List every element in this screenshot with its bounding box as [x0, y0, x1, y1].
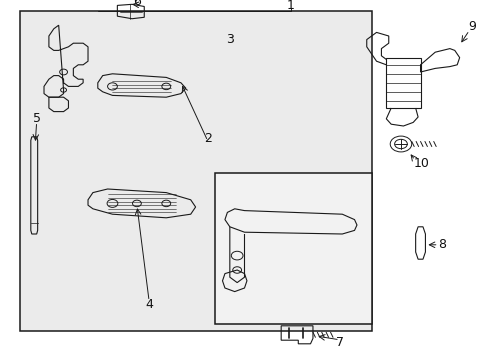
- Text: 1: 1: [286, 0, 294, 12]
- Text: 5: 5: [33, 112, 41, 125]
- Text: 2: 2: [203, 132, 211, 145]
- Text: 10: 10: [413, 157, 428, 170]
- Text: 4: 4: [145, 298, 153, 311]
- Text: 7: 7: [335, 336, 343, 349]
- Bar: [215, 173, 371, 324]
- Text: 6: 6: [133, 0, 141, 8]
- Text: 8: 8: [438, 238, 446, 251]
- Text: 3: 3: [225, 33, 233, 46]
- Text: 9: 9: [467, 21, 475, 33]
- Bar: [20, 11, 371, 331]
